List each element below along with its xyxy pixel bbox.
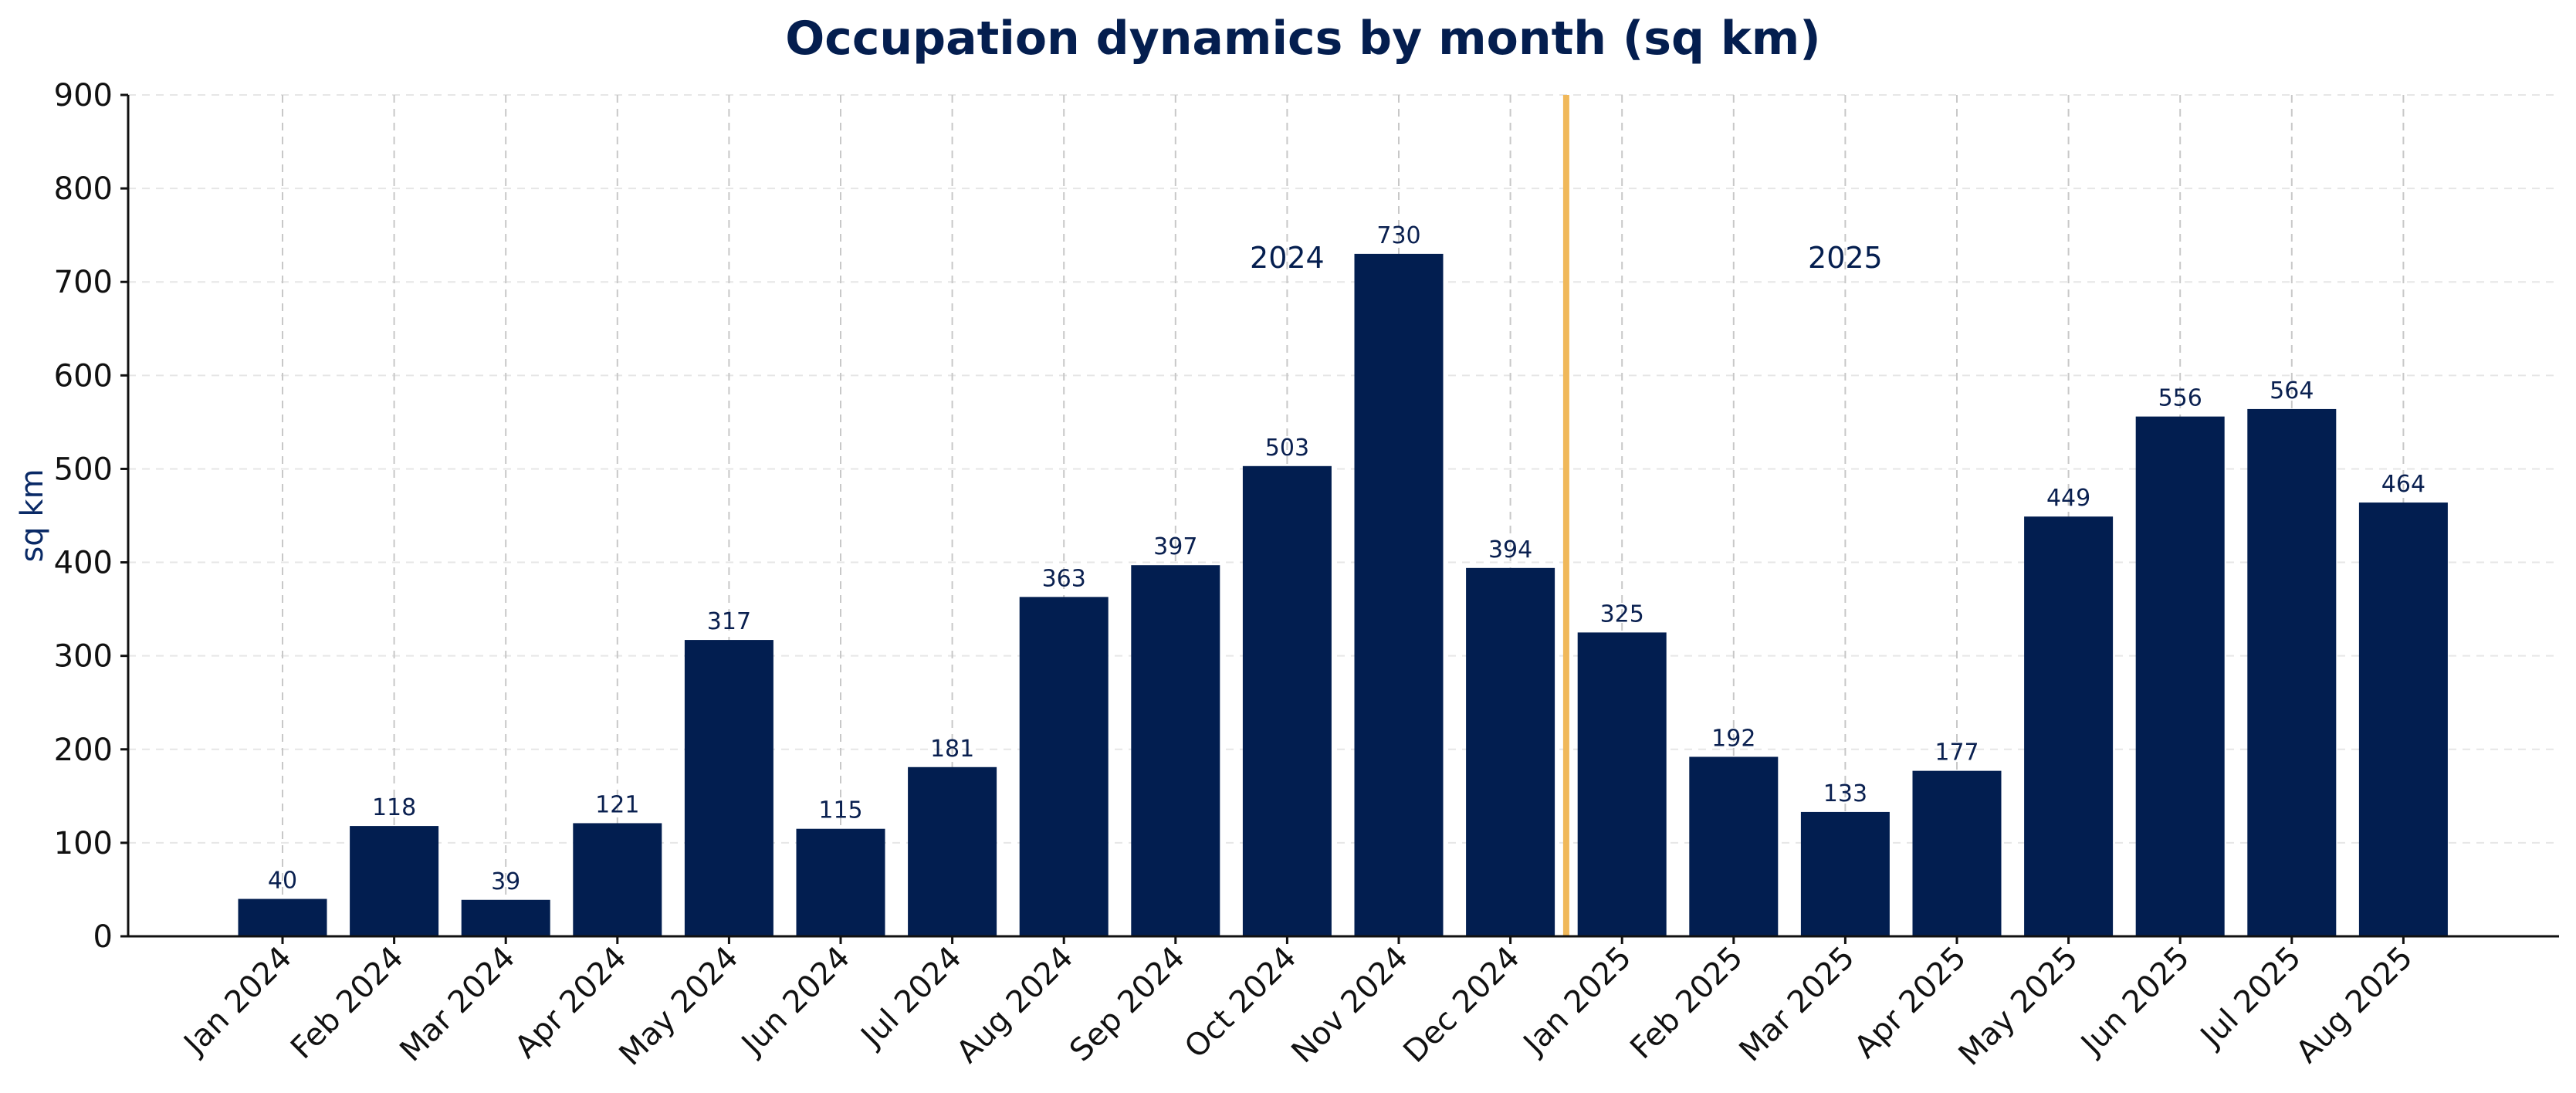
bar-nov-2024 xyxy=(1354,253,1444,936)
data-label: 325 xyxy=(1600,601,1644,628)
bar-sep-2024 xyxy=(1131,565,1220,936)
data-label: 564 xyxy=(2270,377,2314,404)
y-tick-label: 400 xyxy=(54,546,113,581)
chart-title: Occupation dynamics by month (sq km) xyxy=(785,12,1820,66)
year-annotation: 2024 xyxy=(1250,241,1325,275)
y-tick-label: 600 xyxy=(54,358,113,394)
data-label: 39 xyxy=(491,868,520,895)
y-tick-label: 900 xyxy=(54,78,113,113)
x-tick-label: Oct 2024 xyxy=(1178,940,1303,1065)
x-tick-label: May 2025 xyxy=(1952,940,2085,1073)
bar-apr-2024 xyxy=(573,823,662,936)
bar-feb-2024 xyxy=(350,826,439,936)
bar-jul-2025 xyxy=(2247,408,2337,936)
x-tick-label: Jan 2025 xyxy=(1515,940,1638,1063)
bar-oct-2024 xyxy=(1242,465,1332,936)
bar-dec-2024 xyxy=(1466,567,1555,936)
bar-aug-2024 xyxy=(1019,597,1109,936)
data-labels: 40 118 39 121 317 115 181 363 397 503 730 394 325 192… xyxy=(268,222,2425,895)
x-tick-label: May 2024 xyxy=(612,940,745,1073)
x-tick-label: Feb 2025 xyxy=(1623,940,1750,1067)
x-tick-label: Jul 2024 xyxy=(853,940,969,1056)
x-tick-label: Jul 2025 xyxy=(2192,940,2308,1056)
x-tick-label: Jan 2024 xyxy=(176,940,299,1063)
y-tick-label: 500 xyxy=(54,452,113,487)
data-label: 118 xyxy=(372,794,416,821)
y-tick-label: 100 xyxy=(54,826,113,861)
data-label: 730 xyxy=(1376,222,1420,249)
annotations: 2024 2025 xyxy=(1250,95,1883,936)
x-tick-label: Jun 2025 xyxy=(2073,940,2196,1064)
y-tick-label: 200 xyxy=(54,733,113,768)
bar-jun-2025 xyxy=(2135,416,2225,936)
bar-may-2024 xyxy=(684,640,773,936)
bar-mar-2025 xyxy=(1800,811,1890,936)
x-tick-label: Sep 2024 xyxy=(1063,940,1192,1069)
x-tick-label: Aug 2024 xyxy=(950,940,1081,1071)
data-label: 177 xyxy=(1935,739,1979,766)
bar-may-2025 xyxy=(2024,516,2114,936)
y-tick-label: 700 xyxy=(54,265,113,300)
data-label: 181 xyxy=(930,736,974,763)
axes xyxy=(127,95,2559,938)
bar-jul-2024 xyxy=(908,766,997,936)
y-axis-label: sq km xyxy=(15,469,50,562)
x-tick-label: Dec 2024 xyxy=(1396,940,1526,1070)
data-label: 464 xyxy=(2381,471,2425,498)
data-label: 394 xyxy=(1488,536,1532,563)
bars xyxy=(238,253,2448,936)
data-label: 121 xyxy=(595,791,639,818)
x-tick-label: Aug 2025 xyxy=(2290,940,2420,1071)
data-label: 363 xyxy=(1042,565,1086,592)
x-tick-label: Feb 2024 xyxy=(284,940,411,1067)
y-tick-label: 800 xyxy=(54,171,113,207)
data-label: 133 xyxy=(1823,780,1867,807)
data-label: 556 xyxy=(2158,385,2202,412)
y-tick-label: 0 xyxy=(93,919,113,955)
bar-jun-2024 xyxy=(796,828,885,936)
bar-jan-2025 xyxy=(1577,632,1667,936)
bar-jan-2024 xyxy=(238,898,327,936)
x-tick-label: Nov 2024 xyxy=(1285,940,1415,1071)
data-label: 397 xyxy=(1153,533,1197,560)
data-label: 449 xyxy=(2046,485,2090,512)
x-tick-label: Mar 2025 xyxy=(1733,940,1862,1069)
bar-feb-2025 xyxy=(1689,756,1779,936)
bar-aug-2025 xyxy=(2358,503,2448,936)
data-label: 503 xyxy=(1265,435,1309,462)
data-label: 40 xyxy=(268,868,297,895)
data-label: 317 xyxy=(707,608,751,635)
data-label: 115 xyxy=(818,797,862,824)
x-tick-label: Mar 2024 xyxy=(393,940,522,1069)
bar-mar-2024 xyxy=(461,899,550,936)
y-tick-label: 300 xyxy=(54,639,113,675)
data-label: 192 xyxy=(1711,725,1755,752)
bar-apr-2025 xyxy=(1912,770,2002,936)
year-annotation: 2025 xyxy=(1808,241,1883,275)
x-tick-label: Jun 2024 xyxy=(733,940,857,1064)
